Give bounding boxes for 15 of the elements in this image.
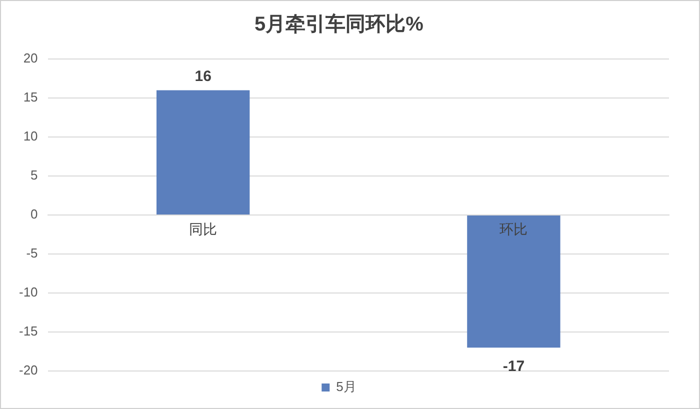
y-tick-label: 20 xyxy=(23,50,38,66)
chart-title: 5月牵引车同环比% xyxy=(254,12,424,36)
legend-label: 5月 xyxy=(336,379,356,394)
data-label: 16 xyxy=(194,68,212,85)
y-tick-label: 10 xyxy=(23,128,38,144)
data-label: -17 xyxy=(502,358,525,376)
x-tick-label: 同比 xyxy=(189,220,218,237)
y-tick-label: -5 xyxy=(26,246,38,261)
y-tick-label: -20 xyxy=(18,362,38,378)
y-tick-label: 0 xyxy=(30,206,38,222)
y-tick-label: 15 xyxy=(23,90,38,105)
y-tick-label: -15 xyxy=(18,324,38,339)
x-tick-label: 环比 xyxy=(500,220,528,237)
y-tick-label: 5 xyxy=(30,168,38,183)
y-tick-label: -10 xyxy=(18,284,38,300)
